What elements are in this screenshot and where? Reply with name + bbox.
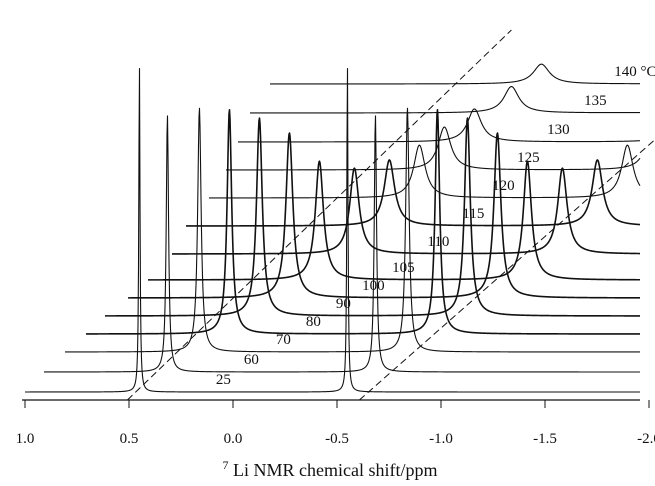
temperature-label-110: 110 xyxy=(427,234,449,250)
temperature-label-120: 120 xyxy=(492,178,515,194)
spectrum-trace-110 xyxy=(171,167,641,255)
spectrum-trace-80 xyxy=(85,109,641,335)
spectrum-trace-105 xyxy=(147,160,641,281)
temperature-label-130: 130 xyxy=(547,122,570,138)
x-axis-label-superscript: 7 xyxy=(223,458,229,472)
x-tick-label--1.0: -1.0 xyxy=(429,431,453,447)
temperature-label-90: 90 xyxy=(336,296,351,312)
spectra-layer xyxy=(24,63,641,393)
guide-lines-layer xyxy=(127,29,655,401)
guide-line-left xyxy=(127,29,512,401)
x-axis: 1.0 0.5 0.0 -0.5 -1.0 -1.5 -2.0 xyxy=(16,399,655,447)
x-tick-label--0.5: -0.5 xyxy=(325,431,349,447)
spectrum-trace-125 xyxy=(225,126,641,171)
x-tick-label--1.5: -1.5 xyxy=(533,431,557,447)
temperature-label-115: 115 xyxy=(462,206,484,222)
temperature-label-135: 135 xyxy=(584,93,607,109)
temperature-label-105: 105 xyxy=(392,260,415,276)
spectrum-trace-60 xyxy=(43,115,641,373)
spectrum-trace-25 xyxy=(24,68,641,393)
spectrum-trace-115 xyxy=(185,159,641,227)
guide-line-right xyxy=(359,138,655,401)
temperature-label-70: 70 xyxy=(276,332,291,348)
x-tick-label-0.5: 0.5 xyxy=(120,431,139,447)
temperature-label-60: 60 xyxy=(244,352,259,368)
temperature-label-25: 25 xyxy=(216,372,231,388)
x-tick-label-0.0: 0.0 xyxy=(224,431,243,447)
spectrum-trace-100 xyxy=(127,132,641,299)
x-axis-label-text: Li NMR chemical shift/ppm xyxy=(233,460,437,480)
spectrum-trace-70 xyxy=(64,107,641,353)
spectrum-trace-135 xyxy=(249,86,641,114)
x-axis-label: 7 Li NMR chemical shift/ppm xyxy=(223,453,438,480)
temperature-label-140: 140 °C xyxy=(614,64,655,80)
x-tick-label-1.0: 1.0 xyxy=(16,431,35,447)
spectrum-trace-120 xyxy=(208,144,641,199)
x-tick-label--2.0: -2.0 xyxy=(637,431,655,447)
spectrum-trace-140 xyxy=(269,63,641,85)
temperature-label-100: 100 xyxy=(362,278,385,294)
temperature-label-125: 125 xyxy=(517,150,540,166)
temperature-label-80: 80 xyxy=(306,314,321,330)
